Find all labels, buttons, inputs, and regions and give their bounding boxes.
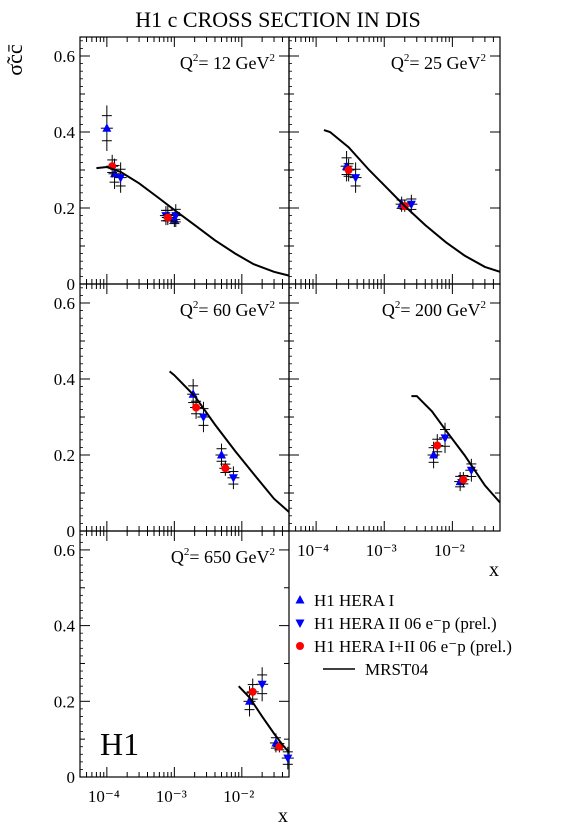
mrst04-curve (237, 685, 290, 754)
legend-marker-circle (296, 642, 304, 650)
figure-title: H1 c CROSS SECTION IN DIS (135, 7, 420, 32)
point-hera-ii (351, 174, 361, 183)
legend-marker-triangle-down (295, 619, 305, 628)
point-hera-i-ii (163, 213, 172, 222)
point-hera-ii (171, 212, 181, 221)
y-tick-label: 0 (67, 275, 76, 294)
point-hera-i (217, 450, 227, 459)
y-tick-label: 0.6 (54, 294, 75, 313)
panel-frame (79, 283, 290, 532)
panel-0: 0 0.2 0.4 0.6 Q2= 12 GeV2 (54, 36, 290, 294)
x-axis-label: x (278, 805, 288, 827)
panel-q2-label: Q2= 650 GeV2 (171, 546, 275, 567)
point-hera-i-ii (344, 166, 353, 174)
mrst04-curve (411, 395, 501, 504)
mrst04-curve (323, 129, 501, 273)
x-tick-label: 10⁻⁴ (88, 787, 120, 806)
h1-logo: H1 (100, 726, 139, 762)
panel-frame (288, 36, 501, 285)
point-hera-ii (440, 434, 450, 443)
y-tick-label: 0.4 (54, 123, 76, 142)
x-tick-label: 10⁻² (223, 787, 254, 806)
x-axis-label: x (489, 559, 499, 581)
y-tick-label: 0.6 (54, 47, 75, 66)
panel-frame (79, 36, 290, 285)
y-tick-label: 0 (67, 522, 76, 541)
point-hera-ii (257, 680, 267, 690)
y-tick-label: 0.6 (54, 541, 75, 560)
panel-4: 0 0.2 0.4 0.6 10⁻⁴ 10⁻³ 10⁻² x Q2= 650 GeV2 (54, 530, 294, 827)
x-tick-label: 10⁻³ (156, 787, 187, 806)
legend: H1 HERA I H1 HERA II 06 e⁻p (prel.) H1 HER… (295, 591, 512, 679)
panel-q2-label: Q2= 12 GeV2 (180, 52, 275, 73)
point-hera-i-ii (221, 464, 230, 473)
panel-1: Q2= 25 GeV2 (288, 36, 501, 285)
point-hera-i (429, 450, 439, 459)
legend-entry-label: H1 HERA I+II 06 e⁻p (prel.) (314, 637, 512, 656)
y-tick-label: 0.2 (54, 446, 75, 465)
panel-q2-label: Q2= 60 GeV2 (180, 299, 275, 320)
y-tick-label: 0.2 (54, 692, 75, 711)
point-hera-ii (228, 474, 238, 483)
legend-entry-label: H1 HERA I (314, 591, 395, 610)
x-tick-label: 10⁻⁴ (297, 541, 329, 560)
legend-entry-label: MRST04 (365, 660, 429, 679)
mrst04-curve (96, 165, 290, 277)
y-tick-label: 0.4 (54, 370, 76, 389)
panels-group: 00.20.40.6 Q2= 12 GeV2 Q2= 25 GeV200.20.40… (54, 36, 501, 827)
legend-entry-label: H1 HERA II 06 e⁻p (prel.) (314, 614, 497, 633)
x-tick-label: 10⁻³ (366, 541, 397, 560)
point-hera-i-ii (248, 687, 257, 696)
panel-3: 10⁻⁴ 10⁻³ 10⁻² x Q2= 200 GeV2 (288, 283, 501, 581)
point-hera-i-ii (459, 475, 468, 484)
point-hera-i-ii (192, 403, 201, 412)
y-tick-label: 0.4 (54, 617, 76, 636)
x-tick-label: 10⁻² (434, 541, 465, 560)
y-tick-label: 0 (67, 768, 76, 787)
panel-q2-label: Q2= 200 GeV2 (382, 299, 486, 320)
point-hera-ii (198, 413, 208, 422)
point-hera-ii (116, 174, 126, 183)
panel-frame (288, 283, 501, 532)
y-axis-label: σ̃cc̄ (2, 44, 27, 76)
panel-frame (79, 530, 290, 778)
point-hera-i-ii (433, 441, 442, 450)
y-tick-label: 0.2 (54, 199, 75, 218)
point-hera-ii (283, 754, 293, 764)
mrst04-curve (168, 370, 290, 513)
panel-q2-label: Q2= 25 GeV2 (391, 52, 486, 73)
panel-2: 0 0.2 0.4 0.6 Q2= 60 GeV2 (54, 283, 290, 541)
legend-marker-triangle-up (295, 595, 305, 604)
point-hera-i (102, 123, 112, 132)
